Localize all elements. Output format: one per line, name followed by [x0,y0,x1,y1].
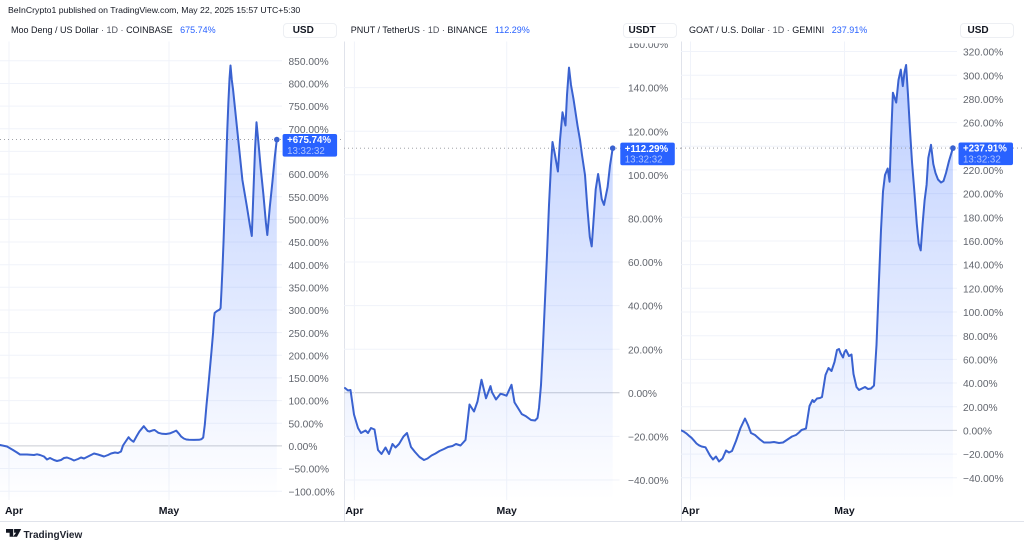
svg-text:May: May [834,505,855,517]
svg-text:−40.00%: −40.00% [963,474,1004,485]
svg-text:−20.00%: −20.00% [628,433,669,444]
svg-text:50.00%: 50.00% [289,419,324,430]
svg-text:−50.00%: −50.00% [289,465,330,476]
svg-text:Apr: Apr [5,505,23,517]
svg-text:850.00%: 850.00% [289,57,329,68]
svg-text:40.00%: 40.00% [963,379,998,390]
svg-text:100.00%: 100.00% [289,397,329,408]
svg-text:100.00%: 100.00% [963,308,1003,319]
svg-text:220.00%: 220.00% [963,166,1003,177]
svg-text:13:32:32: 13:32:32 [625,155,663,166]
svg-text:13:32:32: 13:32:32 [963,154,1001,165]
svg-text:Apr: Apr [681,505,699,517]
svg-text:120.00%: 120.00% [628,127,668,138]
svg-text:800.00%: 800.00% [289,80,329,91]
svg-text:−40.00%: −40.00% [628,476,669,487]
svg-text:13:32:32: 13:32:32 [287,146,325,157]
svg-text:140.00%: 140.00% [963,261,1003,272]
svg-text:160.00%: 160.00% [963,237,1003,248]
svg-text:450.00%: 450.00% [289,238,329,249]
svg-text:150.00%: 150.00% [289,374,329,385]
svg-text:0.00%: 0.00% [628,389,657,400]
svg-text:180.00%: 180.00% [963,213,1003,224]
svg-text:160.00%: 160.00% [628,40,668,51]
svg-text:−20.00%: −20.00% [963,450,1004,461]
svg-text:80.00%: 80.00% [963,332,998,343]
svg-text:900.00%: 900.00% [289,34,329,45]
svg-text:+675.74%: +675.74% [287,135,331,146]
svg-text:−100.00%: −100.00% [289,487,335,498]
svg-text:350.00%: 350.00% [289,283,329,294]
svg-text:200.00%: 200.00% [963,190,1003,201]
svg-text:550.00%: 550.00% [289,193,329,204]
svg-text:Apr: Apr [345,505,363,517]
svg-text:20.00%: 20.00% [963,403,998,414]
svg-text:250.00%: 250.00% [289,329,329,340]
svg-text:500.00%: 500.00% [289,216,329,227]
svg-text:750.00%: 750.00% [289,102,329,113]
svg-text:60.00%: 60.00% [963,356,998,367]
svg-text:80.00%: 80.00% [628,215,663,226]
svg-text:40.00%: 40.00% [628,302,663,313]
svg-text:300.00%: 300.00% [963,71,1003,82]
svg-text:400.00%: 400.00% [289,261,329,272]
svg-text:600.00%: 600.00% [289,170,329,181]
svg-text:300.00%: 300.00% [289,306,329,317]
svg-text:May: May [159,505,180,517]
svg-text:0.00%: 0.00% [963,427,992,438]
svg-text:260.00%: 260.00% [963,119,1003,130]
svg-text:+237.91%: +237.91% [963,144,1007,155]
svg-text:0.00%: 0.00% [289,442,318,453]
svg-text:+112.29%: +112.29% [625,144,669,155]
svg-text:20.00%: 20.00% [628,345,663,356]
svg-text:120.00%: 120.00% [963,284,1003,295]
svg-text:60.00%: 60.00% [628,258,663,269]
svg-text:140.00%: 140.00% [628,84,668,95]
svg-text:320.00%: 320.00% [963,48,1003,59]
svg-text:700.00%: 700.00% [289,125,329,136]
svg-text:100.00%: 100.00% [628,171,668,182]
svg-text:200.00%: 200.00% [289,351,329,362]
svg-text:May: May [496,505,517,517]
svg-text:280.00%: 280.00% [963,95,1003,106]
